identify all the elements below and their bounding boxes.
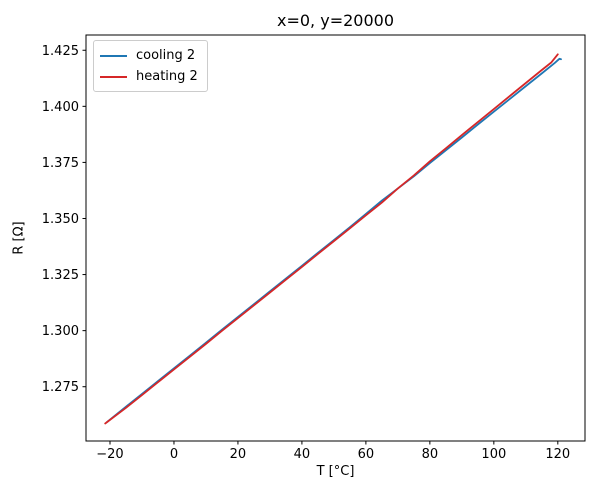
y-tick-label: 1.400 (42, 100, 79, 115)
x-axis-label: T [°C] (316, 464, 355, 479)
legend-line-sample (100, 54, 127, 57)
legend-line-sample (100, 75, 127, 78)
x-tick-label: 0 (170, 447, 178, 462)
x-tick-label: 40 (294, 447, 311, 462)
y-tick-label: 1.375 (42, 156, 79, 171)
series-line-heating-2 (104, 53, 559, 425)
x-tick-label: 60 (358, 447, 375, 462)
y-tick-label: 1.350 (42, 212, 79, 227)
legend-item-heating-2: heating 2 (100, 66, 198, 87)
y-tick-label: 1.300 (42, 324, 79, 339)
y-tick-label: 1.425 (42, 44, 79, 59)
legend: cooling 2 heating 2 (93, 40, 208, 92)
chart-title: x=0, y=20000 (277, 11, 394, 30)
y-tick-label: 1.275 (42, 380, 79, 395)
x-tick-label: 100 (481, 447, 506, 462)
legend-item-cooling-2: cooling 2 (100, 45, 198, 66)
legend-label: heating 2 (136, 69, 198, 84)
x-tick-label: −20 (96, 447, 123, 462)
y-axis-label: R [Ω] (11, 221, 27, 255)
x-tick-label: 80 (422, 447, 439, 462)
legend-label: cooling 2 (136, 48, 196, 63)
y-tick-label: 1.325 (42, 268, 79, 283)
axes-frame (85, 34, 586, 442)
x-tick-label: 20 (230, 447, 247, 462)
x-tick-label: 120 (545, 447, 570, 462)
